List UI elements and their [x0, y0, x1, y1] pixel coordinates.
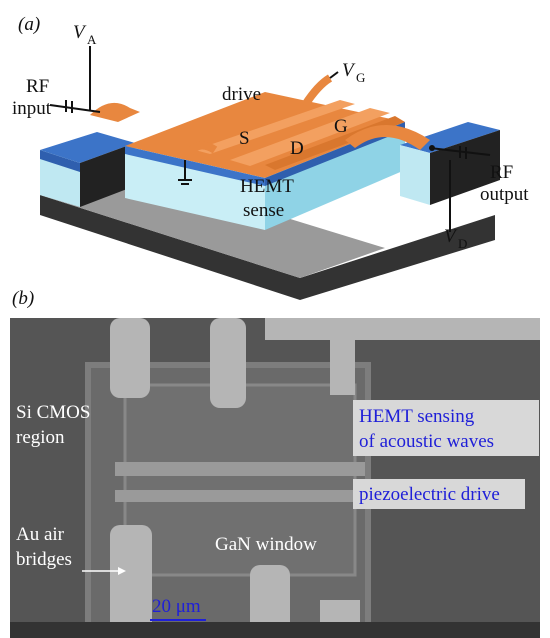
label: GaN window — [215, 534, 317, 555]
label: D — [290, 138, 304, 159]
label: sense — [243, 200, 284, 221]
sem-image — [10, 318, 540, 638]
scale-bar-label: 20 μm — [152, 596, 201, 617]
voltage-symbol: V — [342, 60, 356, 81]
label: region — [16, 427, 65, 448]
label: drive — [222, 84, 261, 105]
label: HEMT — [240, 176, 294, 197]
panel-label: (a) — [18, 14, 40, 35]
label: input — [12, 98, 52, 119]
label: bridges — [16, 549, 72, 570]
label: RF — [26, 76, 49, 97]
label: of acoustic waves — [359, 431, 494, 452]
panel-label: (b) — [12, 288, 34, 309]
device-schematic — [40, 46, 500, 300]
label: RF — [490, 162, 513, 183]
label: output — [480, 184, 529, 205]
label: Au air — [16, 524, 65, 545]
label: S — [239, 128, 250, 149]
voltage-subscript: A — [87, 32, 97, 47]
figure: (a) V A RF input drive V G G S D HEMT se… — [0, 0, 550, 638]
voltage-subscript: D — [458, 236, 467, 251]
label: G — [334, 116, 348, 137]
label: Si CMOS — [16, 402, 90, 423]
voltage-subscript: G — [356, 70, 365, 85]
label: piezoelectric drive — [359, 484, 500, 505]
label: HEMT sensing — [359, 406, 475, 427]
voltage-symbol: V — [73, 22, 87, 43]
